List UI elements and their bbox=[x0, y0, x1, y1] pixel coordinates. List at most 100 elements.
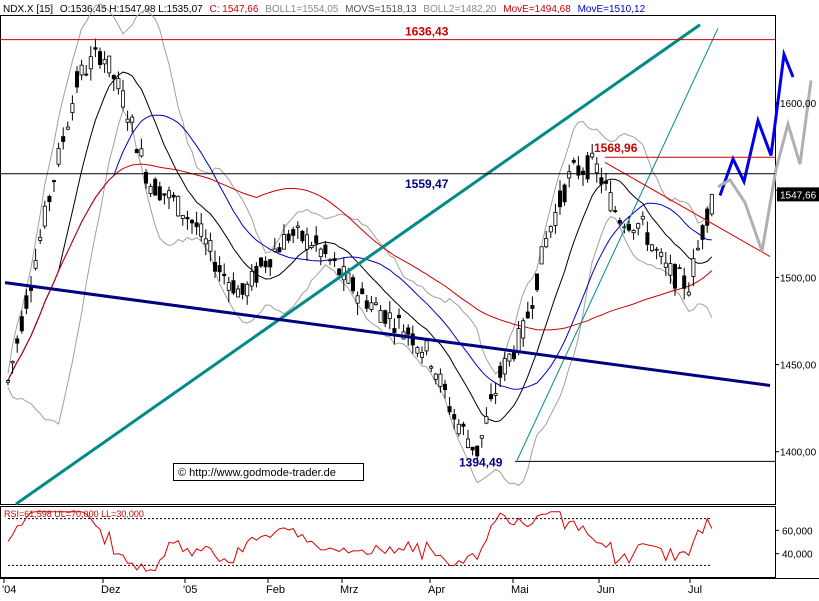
candle-body bbox=[456, 423, 461, 435]
candle-body bbox=[415, 347, 420, 354]
x-tick-label: Jul bbox=[688, 584, 702, 596]
candle-body bbox=[199, 223, 204, 237]
candle-body bbox=[245, 283, 250, 297]
candle-body bbox=[134, 149, 139, 154]
candle-body bbox=[111, 74, 116, 80]
candle-body bbox=[286, 233, 291, 241]
candle-body bbox=[488, 394, 493, 400]
candle-body bbox=[617, 220, 622, 224]
candle-body bbox=[544, 238, 549, 248]
header-ohl: O:1536,45 H:1547,98 L:1535,07 bbox=[60, 4, 203, 15]
candle-body bbox=[355, 295, 360, 304]
candle-body bbox=[396, 314, 401, 319]
indicator-lines bbox=[7, 3, 713, 486]
trendline-navy bbox=[4, 281, 771, 387]
candle-body bbox=[226, 282, 231, 291]
candle-body bbox=[475, 445, 480, 457]
candle-body bbox=[373, 302, 378, 306]
candle-body bbox=[84, 73, 89, 76]
trendline-teal-thin bbox=[516, 27, 719, 461]
candle-body bbox=[677, 267, 682, 270]
candle-body bbox=[189, 219, 194, 224]
candle-body bbox=[153, 178, 158, 196]
candle-body bbox=[300, 230, 305, 242]
candle-body bbox=[696, 247, 701, 251]
candle-body bbox=[139, 148, 144, 157]
candle-body bbox=[337, 268, 342, 275]
candle-body bbox=[75, 71, 80, 88]
x-tick-label: '05 bbox=[183, 584, 197, 596]
candle-body bbox=[107, 55, 112, 74]
header-move-red: MovE=1494,68 bbox=[503, 4, 571, 15]
candle-body bbox=[438, 373, 443, 387]
candle-body bbox=[700, 225, 705, 240]
candle-body bbox=[6, 380, 11, 383]
candle-body bbox=[332, 258, 337, 262]
x-tick-label: Jun bbox=[597, 584, 615, 596]
candle-body bbox=[622, 226, 627, 229]
candle-body bbox=[516, 328, 521, 353]
candle-body bbox=[52, 180, 57, 183]
candle-body bbox=[608, 192, 613, 212]
x-tick-label: Feb bbox=[266, 584, 285, 596]
candle-body bbox=[291, 229, 296, 236]
candle-body bbox=[79, 64, 84, 76]
candle-body bbox=[33, 259, 38, 269]
candle-body bbox=[507, 353, 512, 362]
candle-body bbox=[452, 414, 457, 420]
candle-body bbox=[530, 305, 535, 309]
candle-body bbox=[176, 195, 181, 217]
candle-body bbox=[42, 205, 47, 227]
candle-body bbox=[442, 383, 447, 391]
bollinger-lower bbox=[7, 109, 713, 486]
candle-body bbox=[281, 234, 286, 250]
x-tick-label: Mai bbox=[511, 584, 529, 596]
candle-body bbox=[429, 366, 434, 369]
trendline-teal-thick bbox=[15, 23, 701, 506]
candle-body bbox=[465, 438, 470, 448]
candle-body bbox=[346, 272, 351, 284]
projection-gray bbox=[717, 80, 813, 252]
y-tick-label: 1600,00 bbox=[780, 99, 817, 110]
candle-body bbox=[590, 152, 595, 158]
candle-body bbox=[28, 287, 33, 291]
candle-body bbox=[249, 270, 254, 287]
y-tick-label: 1500,00 bbox=[780, 273, 817, 284]
x-tick-label: '04 bbox=[2, 584, 16, 596]
candle-body bbox=[659, 252, 664, 257]
candle-body bbox=[406, 327, 411, 335]
candle-body bbox=[166, 190, 171, 199]
candle-body bbox=[709, 193, 714, 215]
candle-body bbox=[650, 244, 655, 252]
candle-body bbox=[521, 320, 526, 339]
candle-body bbox=[38, 236, 43, 241]
candle-body bbox=[222, 273, 227, 277]
candle-body bbox=[19, 316, 24, 332]
candle-body bbox=[594, 163, 599, 174]
header-line: NDX.X [15] O:1536,45 H:1547,98 L:1535,07… bbox=[3, 4, 646, 15]
candle-body bbox=[235, 288, 240, 298]
copyright-box: © http://www.godmode-trader.de bbox=[173, 463, 364, 481]
copyright-text: © http://www.godmode-trader.de bbox=[178, 467, 336, 479]
candle-body bbox=[548, 226, 553, 233]
candle-body bbox=[392, 328, 397, 333]
moving-average-blue bbox=[7, 114, 712, 390]
candle-body bbox=[47, 195, 52, 203]
candle-body bbox=[484, 416, 489, 424]
level-label-2: 1568,96 bbox=[594, 141, 638, 155]
last-price-label: 1547,66 bbox=[780, 190, 817, 201]
candle-body bbox=[673, 264, 678, 289]
candle-body bbox=[613, 210, 618, 213]
candle-body bbox=[553, 211, 558, 226]
candle-body bbox=[70, 103, 75, 113]
candle-body bbox=[217, 265, 222, 273]
candle-body bbox=[581, 170, 586, 175]
candle-body bbox=[212, 261, 217, 272]
candle-body bbox=[162, 193, 167, 196]
candle-body bbox=[102, 59, 107, 65]
rsi-line bbox=[7, 511, 713, 572]
candle-body bbox=[576, 165, 581, 176]
axes: 1600,001550,001500,001450,001400,001547,… bbox=[2, 99, 819, 596]
candle-body bbox=[88, 56, 93, 70]
candle-body bbox=[157, 186, 162, 201]
